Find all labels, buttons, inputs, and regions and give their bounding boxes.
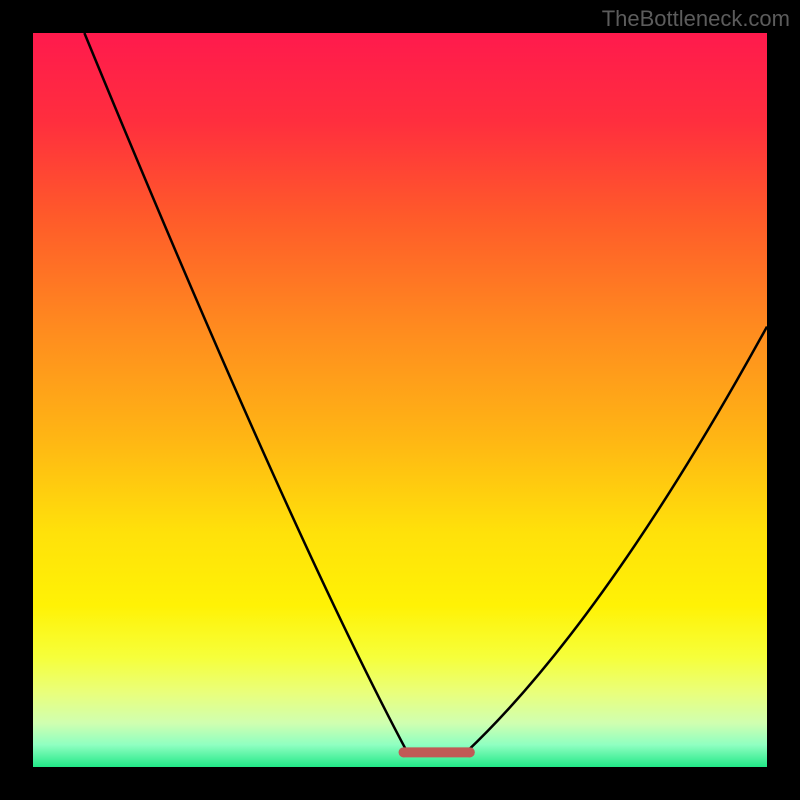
watermark-text: TheBottleneck.com [602, 6, 790, 32]
chart-svg [0, 0, 800, 800]
optimal-range-start-dot [399, 747, 409, 757]
gradient-background [33, 33, 767, 767]
chart-canvas: TheBottleneck.com [0, 0, 800, 800]
optimal-range-end-dot [465, 747, 475, 757]
